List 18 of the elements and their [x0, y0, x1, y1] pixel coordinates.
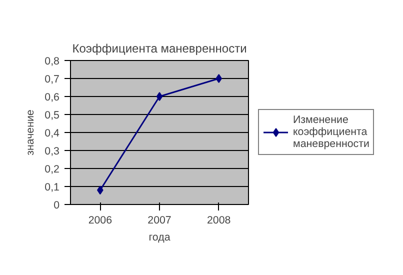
chart-title: Коэффициента маневренности	[72, 42, 247, 56]
y-tick-label: 0,2	[44, 164, 60, 176]
x-tick-label: 2008	[206, 214, 231, 226]
y-tick-label: 0,8	[44, 56, 60, 68]
x-axis-title: года	[148, 232, 170, 244]
y-axis-title: значение	[24, 110, 37, 156]
y-tick-label: 0	[54, 200, 60, 212]
y-tick-label: 0,6	[44, 92, 60, 104]
point	[156, 92, 163, 101]
y-tick-label: 0,4	[44, 128, 60, 140]
point	[216, 74, 222, 83]
y-tick-label: 0,3	[44, 146, 60, 158]
y-tick-label: 0,5	[44, 110, 60, 122]
x-tick-label: 2006	[88, 214, 112, 226]
legend-label: Изменение коэффициента маневренности	[293, 114, 370, 150]
x-tick-label: 2007	[148, 214, 172, 226]
y-tick-label: 0,7	[44, 74, 60, 86]
y-tick-label: 0,1	[44, 182, 60, 194]
